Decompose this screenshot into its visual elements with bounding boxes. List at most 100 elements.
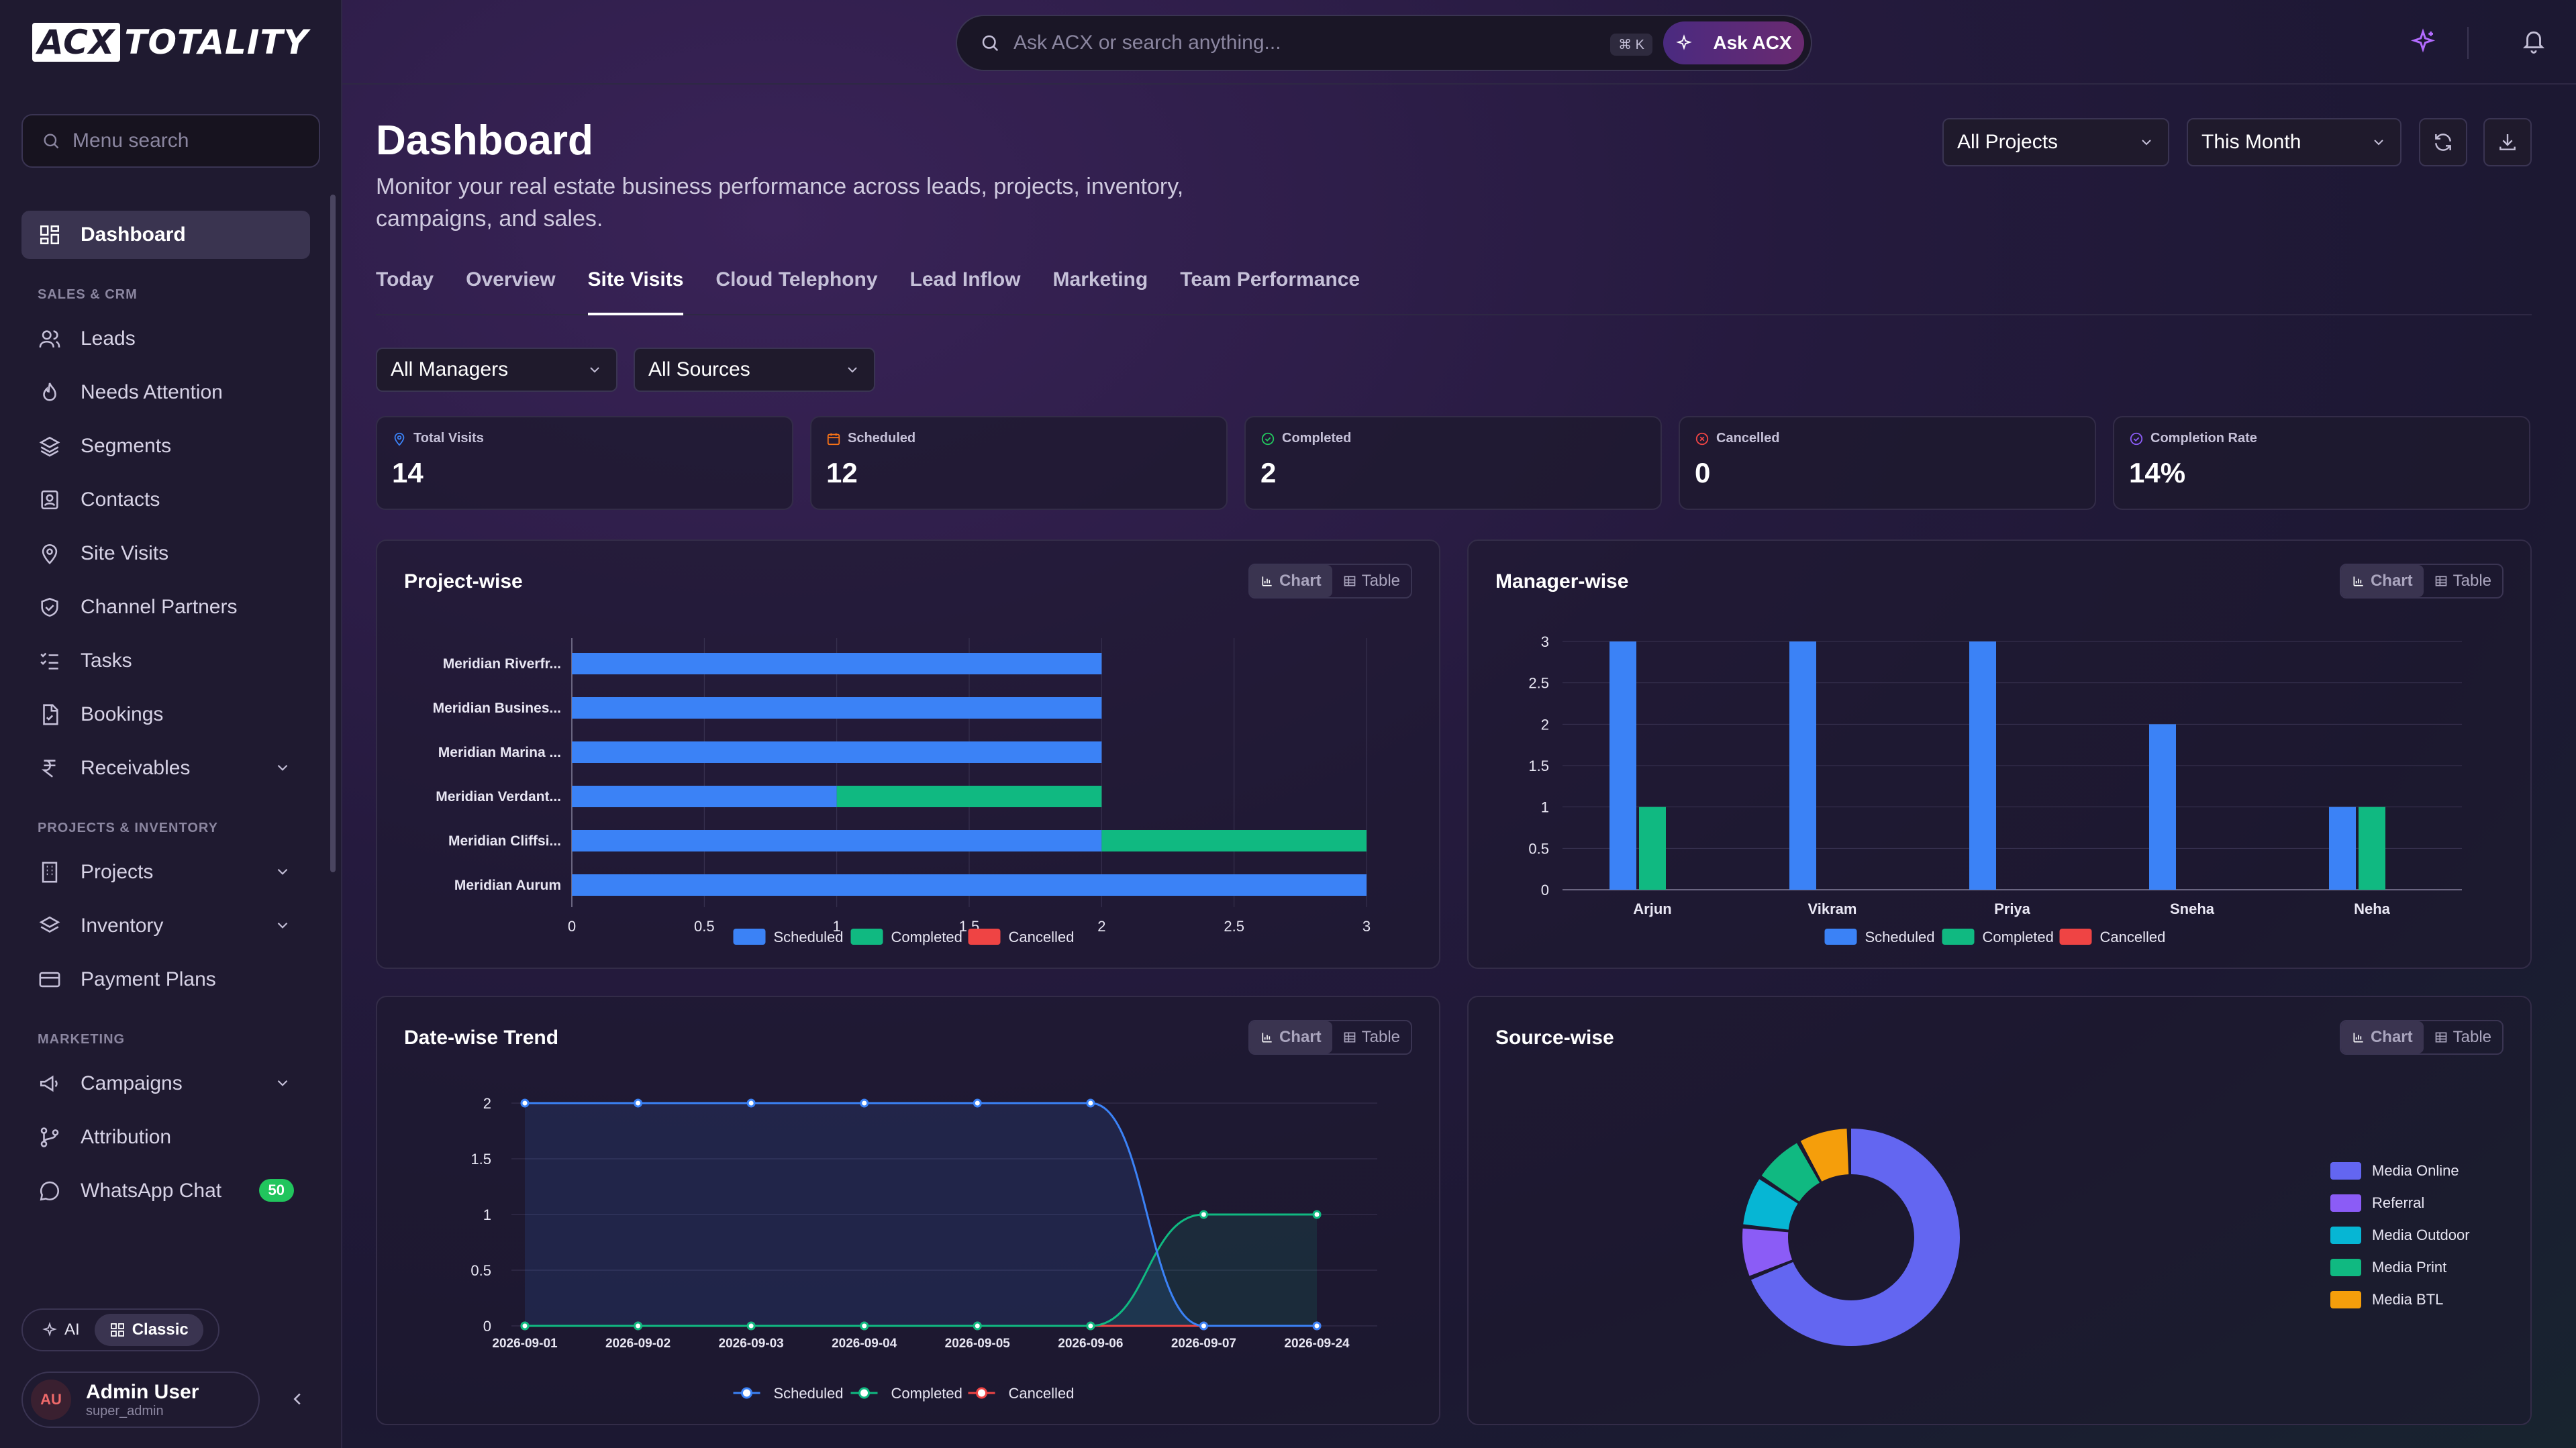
table-icon <box>2435 576 2446 586</box>
sidebar-item-site-visits[interactable]: Site Visits <box>21 529 310 578</box>
table-view-button[interactable]: Table <box>2424 565 2502 597</box>
y-tick-label: 1 <box>483 1206 491 1223</box>
user-name: Admin User <box>86 1380 199 1403</box>
user-menu[interactable]: AU Admin User super_admin <box>21 1372 260 1428</box>
table-view-button[interactable]: Table <box>1332 565 1411 597</box>
series-area <box>525 1103 1317 1326</box>
project-filter-select[interactable]: All Projects <box>1942 118 2169 166</box>
tab-cloud-telephony[interactable]: Cloud Telephony <box>715 268 878 291</box>
sidebar-item-campaigns[interactable]: Campaigns <box>21 1059 310 1108</box>
stat-card-completed: Completed 2 <box>1244 416 1662 510</box>
stat-label: Completion Rate <box>2150 431 2257 446</box>
menu-search-input[interactable]: Menu search <box>21 114 320 168</box>
tab-lead-inflow[interactable]: Lead Inflow <box>909 268 1021 291</box>
bell-icon[interactable] <box>2521 28 2546 54</box>
y-tick-label: 2 <box>483 1095 491 1112</box>
legend-label: Cancelled <box>1009 929 1075 945</box>
sources-filter-select[interactable]: All Sources <box>634 348 875 392</box>
legend-swatch <box>1824 929 1857 945</box>
tab-site-visits[interactable]: Site Visits <box>587 266 684 315</box>
ask-acx-button[interactable]: Ask ACX <box>1663 21 1804 64</box>
x-tick-label: 2026-09-07 <box>1171 1337 1236 1351</box>
layers-icon <box>38 914 62 938</box>
data-point <box>1312 1321 1322 1331</box>
sidebar-item-label: Campaigns <box>81 1072 183 1094</box>
x-tick-label: Vikram <box>1808 900 1857 917</box>
refresh-button[interactable] <box>2419 118 2467 166</box>
sidebar-item-attribution[interactable]: Attribution <box>21 1113 310 1161</box>
chart-view-label: Chart <box>1279 572 1322 590</box>
bar <box>1639 807 1666 890</box>
bar <box>572 874 1367 896</box>
chevron-down-icon <box>848 367 857 373</box>
document-check-icon <box>38 703 62 727</box>
data-point <box>1086 1321 1095 1331</box>
sidebar-item-contacts[interactable]: Contacts <box>21 476 310 524</box>
chart-view-button[interactable]: Chart <box>1249 1021 1332 1053</box>
tab-marketing[interactable]: Marketing <box>1052 268 1148 291</box>
sidebar-item-whatsapp-chat[interactable]: WhatsApp Chat 50 <box>21 1167 310 1215</box>
y-tick-label: 1 <box>1541 799 1549 816</box>
sidebar-item-receivables[interactable]: Receivables <box>21 744 310 792</box>
x-tick-label: 0.5 <box>694 918 715 935</box>
period-filter-select[interactable]: This Month <box>2187 118 2401 166</box>
sparkle-icon <box>42 1322 57 1337</box>
sidebar-item-payment-plans[interactable]: Payment Plans <box>21 955 310 1004</box>
bar <box>2359 807 2385 890</box>
legend-swatch <box>2330 1259 2361 1276</box>
tab-today[interactable]: Today <box>376 268 434 291</box>
table-view-button[interactable]: Table <box>2424 1021 2502 1053</box>
tab-team-performance[interactable]: Team Performance <box>1180 268 1360 291</box>
x-tick-label: Priya <box>1994 900 2031 917</box>
x-circle-icon <box>1695 432 1709 445</box>
data-point <box>1086 1098 1095 1108</box>
mode-ai-button[interactable]: AI <box>27 1314 95 1346</box>
sparkle-icon <box>1676 34 1693 50</box>
chart-view-button[interactable]: Chart <box>2340 565 2424 597</box>
chevron-left-icon[interactable] <box>287 1389 307 1409</box>
legend-label: Scheduled <box>1865 929 1935 945</box>
sources-filter-value: All Sources <box>648 358 750 380</box>
sidebar-item-needs-attention[interactable]: Needs Attention <box>21 368 310 417</box>
chevron-down-icon <box>2142 140 2151 146</box>
mode-classic-button[interactable]: Classic <box>94 1314 203 1346</box>
chart-view-button[interactable]: Chart <box>1249 565 1332 597</box>
global-search-input[interactable]: Ask ACX or search anything... ⌘ K Ask AC… <box>956 15 1812 71</box>
sidebar-item-bookings[interactable]: Bookings <box>21 690 310 739</box>
shortcut-hint: ⌘ K <box>1610 34 1652 56</box>
sidebar-item-label: Bookings <box>81 703 164 725</box>
sidebar-item-leads[interactable]: Leads <box>21 315 310 363</box>
sidebar-item-segments[interactable]: Segments <box>21 422 310 470</box>
bar <box>1609 641 1636 890</box>
x-tick-label: Sneha <box>2170 900 2215 917</box>
download-button[interactable] <box>2483 118 2532 166</box>
stat-label: Cancelled <box>1716 431 1780 446</box>
legend-swatch <box>2330 1194 2361 1212</box>
sidebar-item-inventory[interactable]: Inventory <box>21 902 310 950</box>
tab-overview[interactable]: Overview <box>466 268 556 291</box>
sidebar-section-projects: PROJECTS & INVENTORY <box>38 821 218 835</box>
legend-marker <box>858 1387 870 1399</box>
credit-card-icon <box>38 968 62 992</box>
table-view-button[interactable]: Table <box>1332 1021 1411 1053</box>
managers-filter-select[interactable]: All Managers <box>376 348 617 392</box>
chevron-down-icon <box>277 764 288 771</box>
x-tick-label: 2 <box>1097 918 1105 935</box>
user-role: super_admin <box>86 1403 164 1418</box>
x-tick-label: 2026-09-24 <box>1284 1337 1350 1351</box>
check-circle-icon <box>2130 432 2143 445</box>
sidebar-item-dashboard[interactable]: Dashboard <box>21 211 310 259</box>
sidebar-item-label: Site Visits <box>81 542 169 564</box>
sidebar-item-projects[interactable]: Projects <box>21 848 310 896</box>
sidebar-item-channel-partners[interactable]: Channel Partners <box>21 583 310 631</box>
y-tick-label: 0.5 <box>1528 840 1549 857</box>
checklist-icon <box>38 649 62 673</box>
y-tick-label: 0.5 <box>470 1262 491 1279</box>
search-icon <box>44 134 59 149</box>
sidebar-item-tasks[interactable]: Tasks <box>21 637 310 685</box>
sidebar-scrollbar[interactable] <box>330 195 336 872</box>
sparkle-icon[interactable] <box>2410 28 2436 55</box>
sidebar-item-label: Dashboard <box>81 223 186 246</box>
chart-view-button[interactable]: Chart <box>2340 1021 2424 1053</box>
app-logo[interactable]: ACX TOTALITY <box>32 23 309 62</box>
